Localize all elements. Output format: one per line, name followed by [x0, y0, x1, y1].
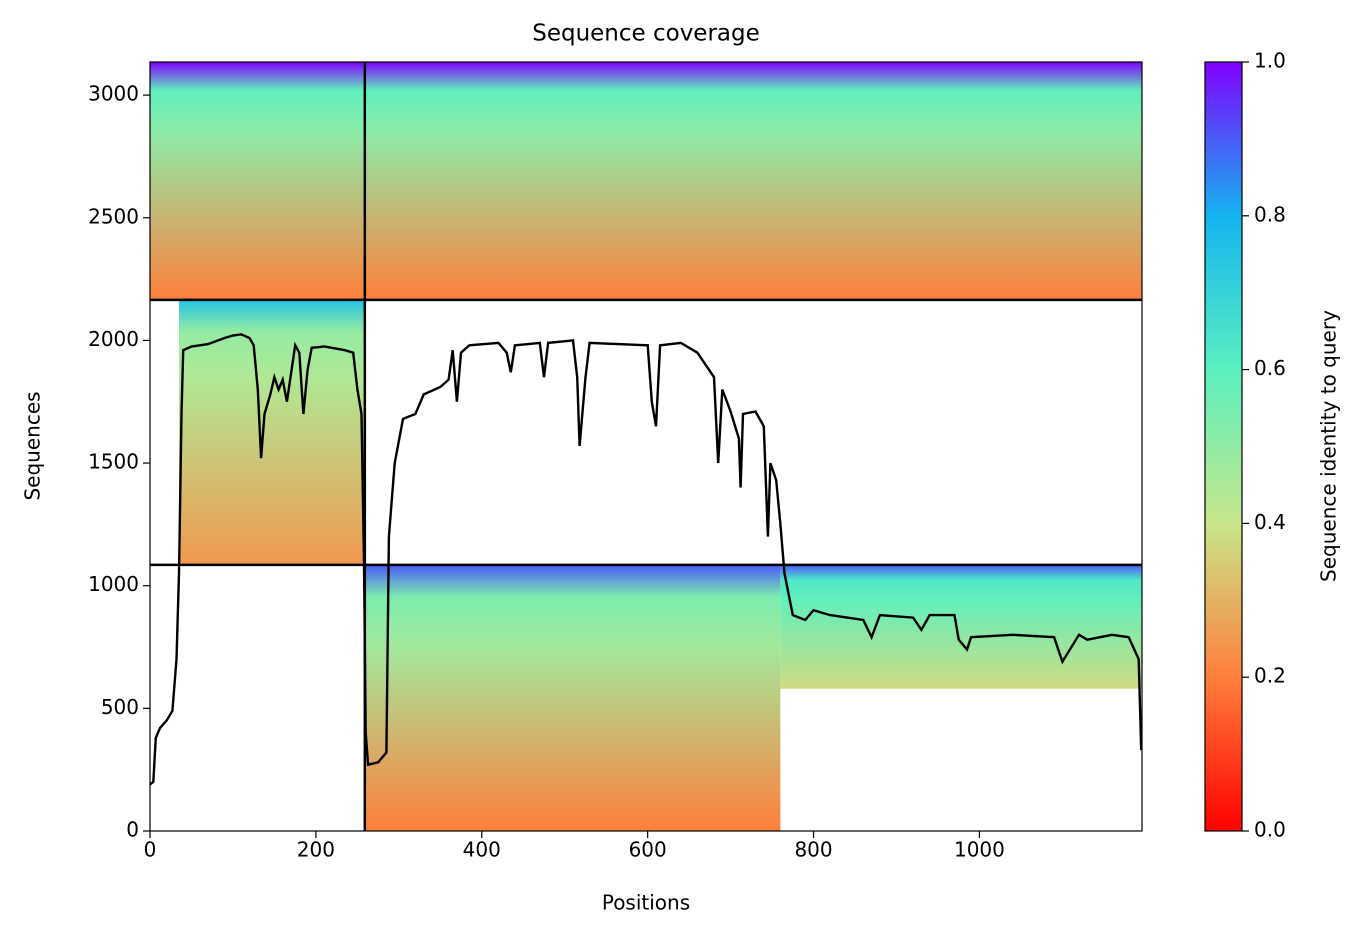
colorbar-label: Sequence identity to query	[1317, 310, 1341, 582]
colorbar-tick-label: 0.4	[1254, 510, 1286, 534]
y-tick-label: 3000	[88, 82, 139, 106]
colorbar-tick-label: 0.8	[1254, 202, 1286, 226]
x-tick-label: 1000	[954, 838, 1005, 862]
colorbar-tick-label: 0.6	[1254, 356, 1286, 380]
coverage-block	[780, 564, 1142, 689]
x-tick-label: 200	[297, 838, 335, 862]
x-tick-label: 800	[794, 838, 832, 862]
y-tick-label: 1000	[88, 572, 139, 596]
x-tick-label: 400	[463, 838, 501, 862]
coverage-block	[364, 62, 1142, 300]
coverage-block	[150, 62, 365, 300]
colorbar	[1204, 61, 1243, 832]
y-axis-label: Sequences	[21, 391, 45, 500]
y-tick-label: 2500	[88, 204, 139, 228]
coverage-block	[364, 564, 781, 831]
plot-frame	[149, 61, 1143, 832]
x-tick-label: 600	[629, 838, 667, 862]
y-tick-label: 1500	[88, 450, 139, 474]
chart-title: Sequence coverage	[532, 21, 760, 47]
coverage-block	[179, 299, 365, 565]
y-tick-label: 500	[101, 695, 139, 719]
y-tick-label: 2000	[88, 327, 139, 351]
colorbar-tick-label: 0.0	[1254, 818, 1286, 842]
y-tick-label: 0	[126, 818, 139, 842]
colorbar-tick-label: 1.0	[1254, 49, 1286, 73]
coverage-line	[149, 333, 1143, 786]
x-axis-label: Positions	[602, 891, 690, 915]
x-tick-label: 0	[144, 838, 157, 862]
colorbar-tick-label: 0.2	[1254, 664, 1286, 688]
